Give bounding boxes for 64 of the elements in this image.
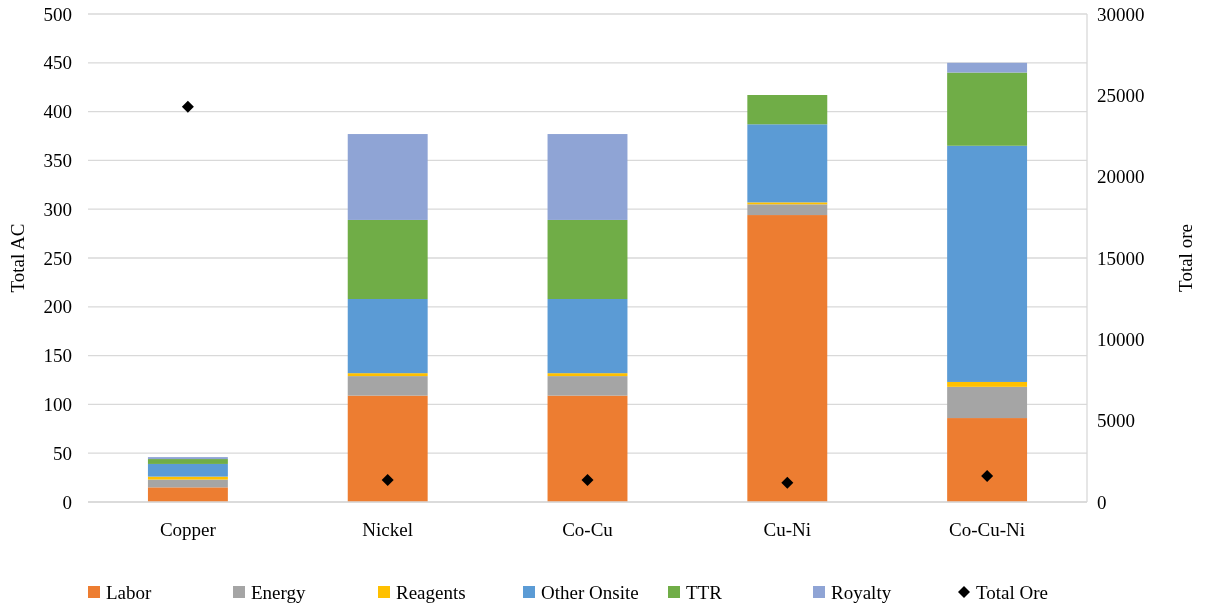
y-axis-title: Total AC (7, 223, 28, 293)
bar (147, 479, 228, 488)
y2-tick-label: 5000 (1097, 410, 1135, 432)
legend-label: Labor (106, 581, 153, 603)
bar (947, 418, 1028, 502)
bar (347, 134, 428, 220)
y-tick-label: 150 (43, 345, 72, 367)
y2-tick-label: 25000 (1097, 84, 1145, 106)
bar (547, 219, 628, 299)
y2-tick-label: 15000 (1097, 247, 1145, 269)
bar (947, 381, 1028, 387)
bar (347, 373, 428, 377)
legend-label: Royalty (831, 581, 892, 603)
legend-label: TTR (686, 581, 723, 603)
y-tick-label: 450 (43, 52, 72, 74)
y-tick-label: 300 (43, 198, 72, 220)
legend-label: Reagents (396, 581, 466, 603)
bar (547, 298, 628, 374)
bar (547, 395, 628, 502)
bar (147, 487, 228, 502)
legend-label: Energy (251, 581, 307, 603)
bar (747, 204, 828, 216)
bar (547, 373, 628, 377)
bar (147, 476, 228, 480)
bar (947, 72, 1028, 146)
bar (347, 219, 428, 299)
x-tick-label: Co-Cu-Ni (949, 519, 1026, 540)
point (581, 474, 594, 487)
y2-tick-label: 30000 (1097, 3, 1145, 25)
y-tick-label: 250 (43, 247, 72, 269)
bar (947, 386, 1028, 419)
bar (347, 298, 428, 374)
point (181, 100, 194, 113)
x-tick-label: Nickel (362, 519, 414, 540)
point (781, 476, 794, 489)
legend-label: Total Ore (976, 581, 1049, 603)
y2-tick-label: 10000 (1097, 328, 1145, 350)
bar (747, 124, 828, 203)
y-tick-label: 50 (53, 442, 72, 464)
y-tick-label: 400 (43, 101, 72, 123)
y-tick-label: 0 (62, 491, 72, 513)
y-tick-label: 200 (43, 296, 72, 318)
bar (747, 95, 828, 125)
legend-label: Other Onsite (541, 581, 639, 603)
x-tick-label: Co-Cu (562, 519, 614, 540)
bar (347, 395, 428, 502)
bar (547, 134, 628, 220)
point (981, 469, 994, 482)
x-tick-label: Copper (159, 519, 217, 540)
y2-axis-title: Total ore (1175, 224, 1196, 292)
bar (747, 215, 828, 502)
bar (147, 463, 228, 477)
x-tick-label: Cu-Ni (763, 519, 812, 540)
point (381, 474, 394, 487)
y-tick-label: 100 (43, 394, 72, 416)
y-tick-label: 350 (43, 150, 72, 172)
y-tick-label: 500 (43, 3, 72, 25)
bar (947, 145, 1028, 382)
bar (347, 376, 428, 396)
bar (147, 459, 228, 464)
bar (947, 62, 1028, 73)
y2-tick-label: 0 (1097, 491, 1107, 513)
y2-tick-label: 20000 (1097, 166, 1145, 188)
bar (547, 376, 628, 396)
